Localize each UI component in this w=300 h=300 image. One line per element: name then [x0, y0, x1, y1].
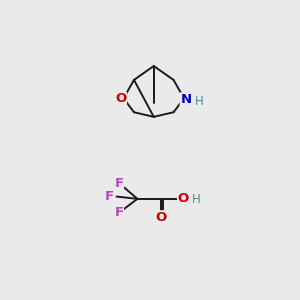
Text: H: H	[192, 193, 200, 206]
Text: O: O	[155, 211, 166, 224]
Text: O: O	[115, 92, 126, 105]
Text: O: O	[178, 192, 189, 206]
Text: F: F	[114, 206, 123, 219]
Text: N: N	[180, 93, 191, 106]
Text: H: H	[195, 94, 203, 108]
Text: F: F	[104, 190, 114, 203]
Text: F: F	[114, 177, 123, 190]
